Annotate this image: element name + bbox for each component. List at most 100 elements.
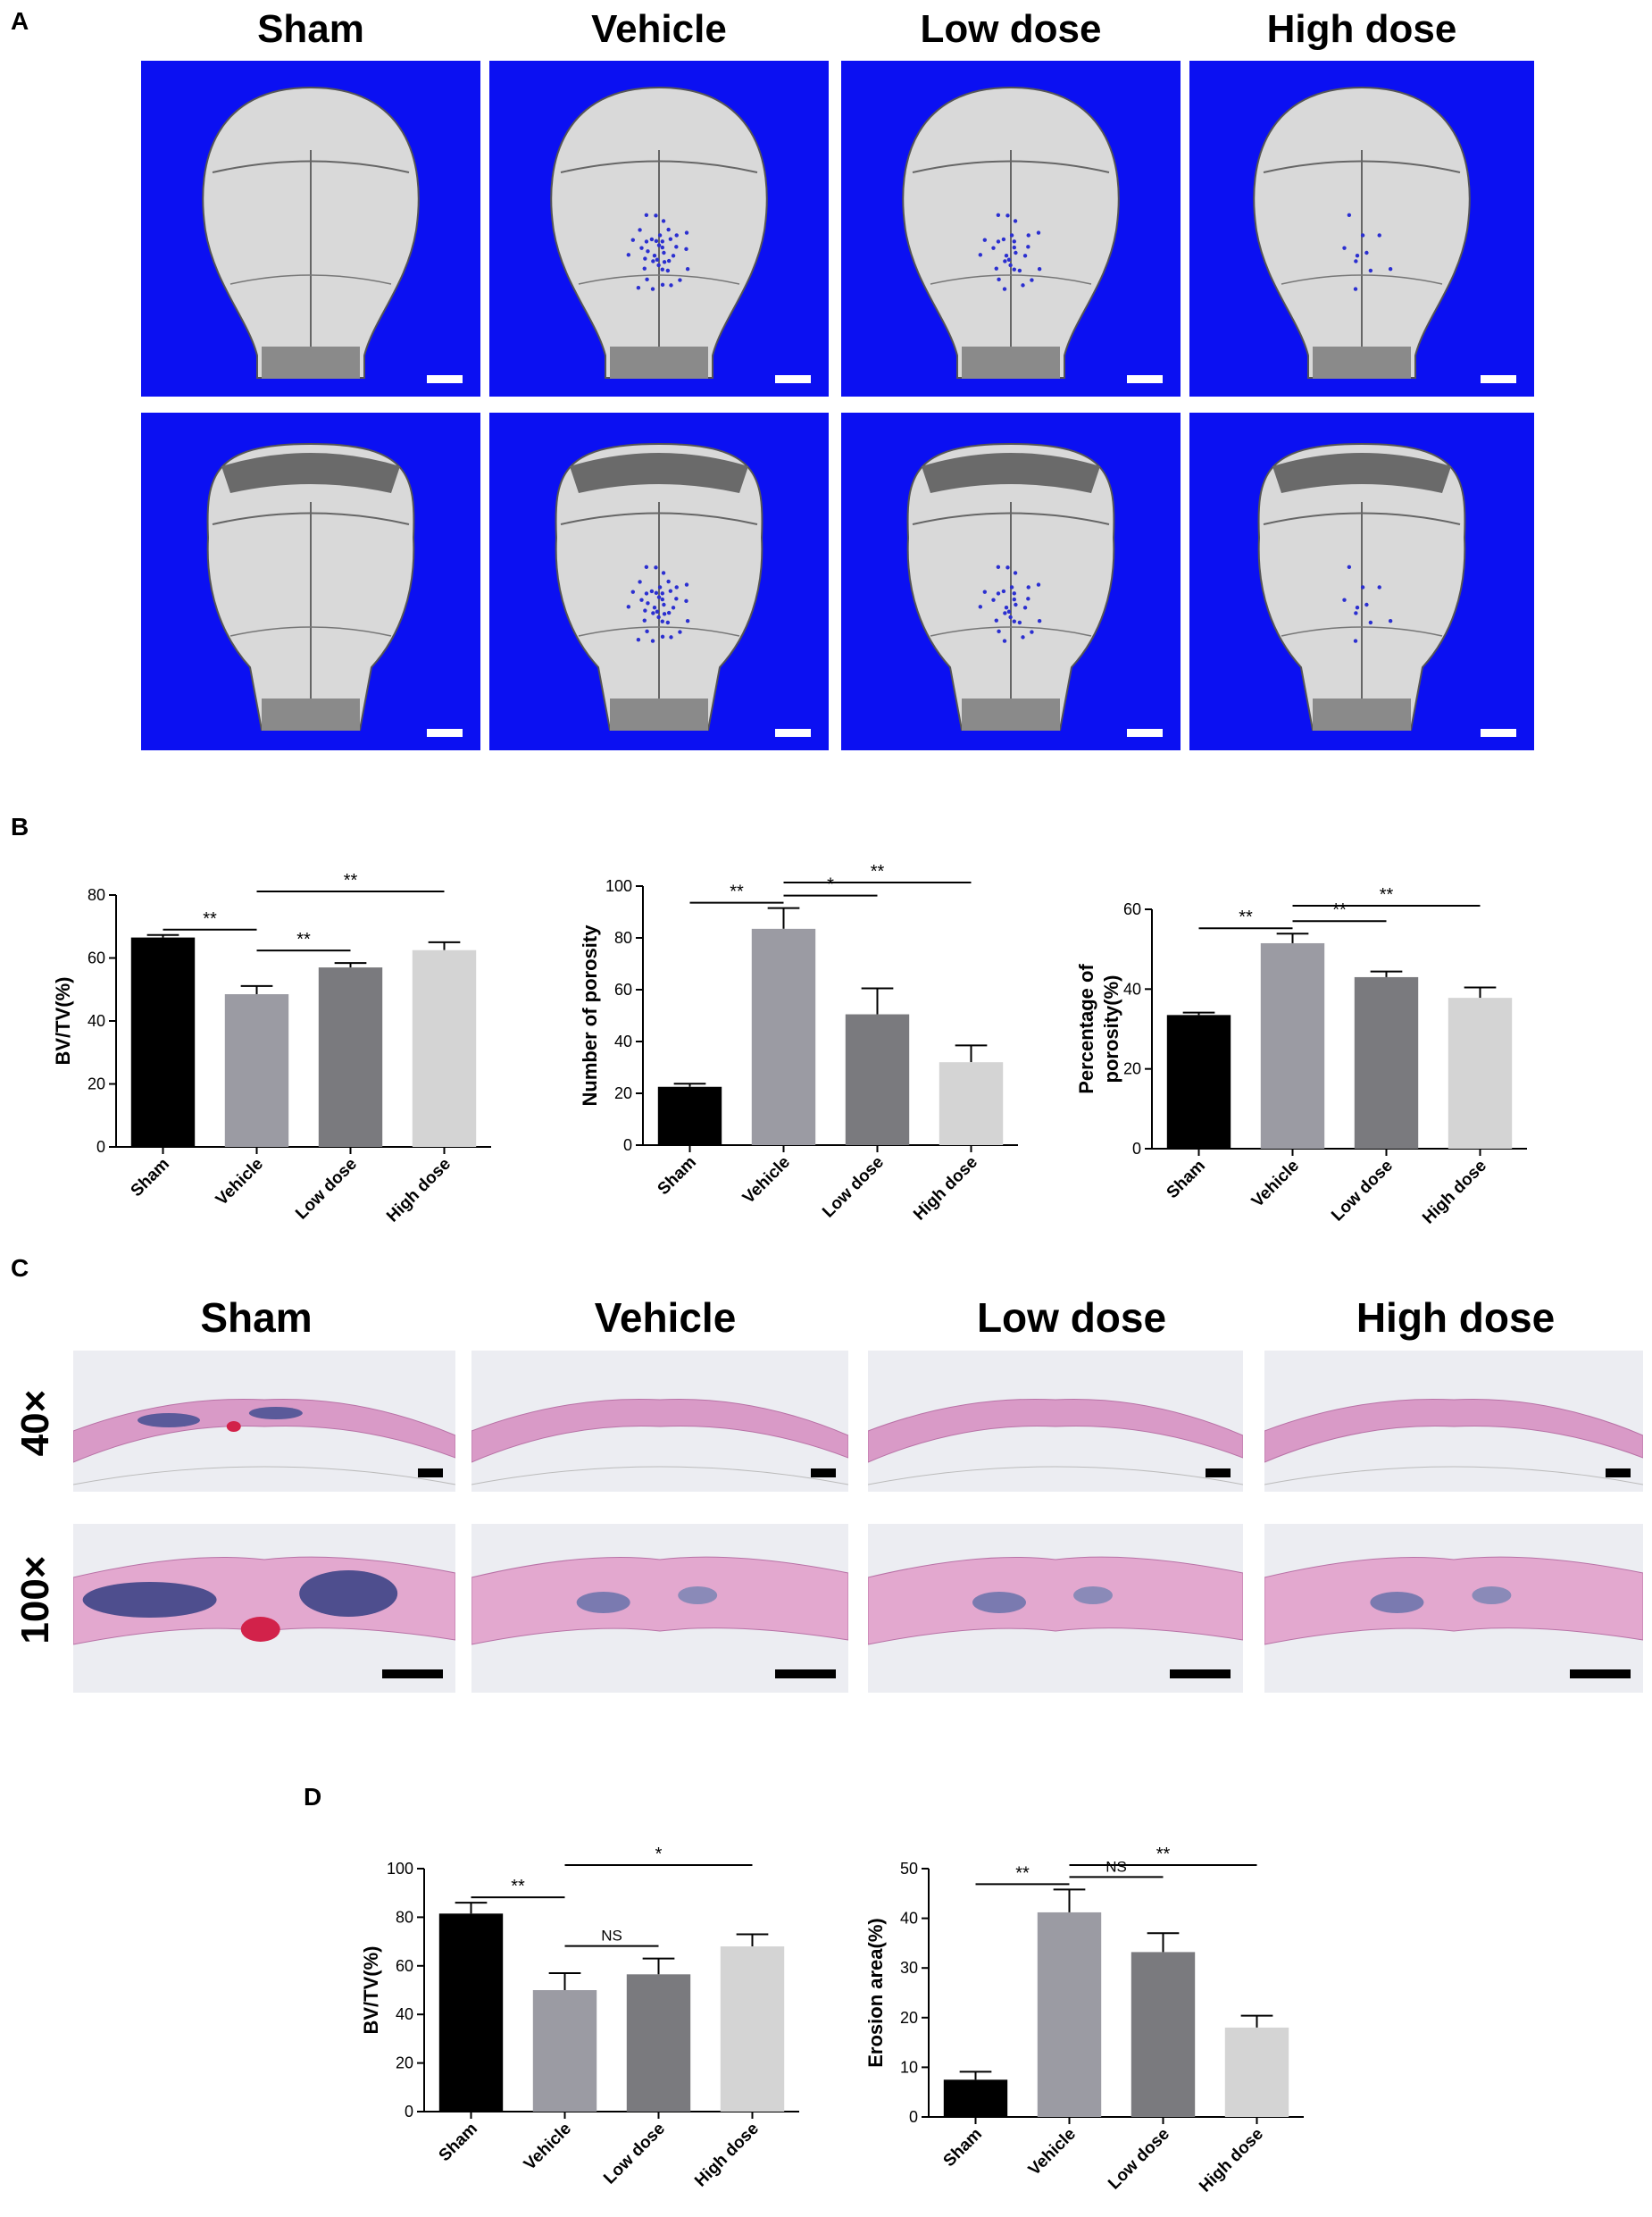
bar-sham: [130, 937, 196, 1147]
bar-high-dose: [720, 1946, 785, 2112]
histology-image-100x-vehicle: [471, 1524, 848, 1693]
micro-ct-image-bottom-high-dose: [1189, 413, 1534, 750]
significance-label: *: [655, 1845, 663, 1864]
y-tick-label: 0: [405, 2103, 413, 2121]
chart-d-bvtv: 0 20 40 60 80 100 BV/TV(%) Sham Vehicle Low dose H…: [360, 1845, 799, 2190]
significance-label: **: [344, 871, 358, 891]
scale-bar: [1170, 1669, 1231, 1678]
x-tick-label: Low dose: [600, 2120, 669, 2188]
x-tick-label: Vehicle: [1025, 2125, 1080, 2179]
y-tick-label: 30: [900, 1959, 918, 1977]
scale-bar: [1127, 375, 1163, 383]
panel-a-title-vehicle: Vehicle: [591, 7, 727, 51]
y-axis-label: Number of porosity: [579, 924, 601, 1107]
panel-label-d: D: [304, 1783, 322, 1811]
y-tick-label: 40: [88, 1012, 105, 1030]
bar-sham: [943, 2079, 1008, 2117]
panel-c-title-low-dose: Low dose: [976, 1294, 1167, 1341]
y-tick-label: 20: [900, 2009, 918, 2027]
significance-label: **: [1239, 908, 1253, 927]
y-axis-label: BV/TV(%): [360, 1946, 382, 2035]
y-tick-label: 20: [88, 1075, 105, 1093]
x-tick-label: Vehicle: [521, 2120, 575, 2174]
scale-bar: [1481, 729, 1516, 737]
y-tick-label: 80: [396, 1908, 413, 1926]
micro-ct-image-top-sham: [141, 61, 480, 397]
panel-c-title-sham: Sham: [200, 1294, 313, 1341]
chart-d-erosion-area: 0 10 20 30 40 50 Erosion area(%) Sham Vehicle Low…: [864, 1845, 1304, 2196]
significance-label: **: [1332, 900, 1347, 920]
histology-image-40x-high-dose: [1264, 1351, 1643, 1492]
y-tick-label: 0: [623, 1136, 632, 1154]
scale-bar: [1206, 1468, 1231, 1477]
scale-bar: [427, 729, 463, 737]
x-tick-label: Vehicle: [213, 1155, 267, 1209]
y-tick-label: 40: [900, 1910, 918, 1928]
panel-label-a: A: [11, 7, 29, 35]
magnification-label-40x: 40×: [13, 1389, 57, 1457]
histology-image-100x-high-dose: [1264, 1524, 1643, 1693]
bar-sham: [1166, 1015, 1231, 1149]
significance-label: **: [296, 930, 311, 950]
micro-ct-image-bottom-low-dose: [841, 413, 1181, 750]
bar-sham: [438, 1913, 504, 2112]
significance-label: **: [730, 883, 744, 902]
x-tick-label: Low dose: [292, 1155, 361, 1224]
bar-vehicle: [751, 928, 816, 1145]
micro-ct-image-top-vehicle: [489, 61, 829, 397]
y-tick-label: 0: [96, 1138, 105, 1156]
x-tick-label: Sham: [1164, 1157, 1209, 1202]
y-axis-label: Percentage of porosity(%): [1075, 964, 1122, 1094]
y-tick-label: 60: [1123, 900, 1141, 918]
scale-bar: [382, 1669, 443, 1678]
bar-low-dose: [845, 1014, 910, 1145]
bar-vehicle: [532, 1990, 597, 2112]
x-tick-label: Low dose: [1105, 2125, 1173, 2194]
x-tick-label: Sham: [128, 1155, 173, 1201]
significance-label: **: [203, 909, 217, 929]
x-tick-label: Sham: [436, 2120, 481, 2165]
scale-bar: [1606, 1468, 1631, 1477]
bar-low-dose: [1131, 1952, 1196, 2117]
panel-c-title-vehicle: Vehicle: [594, 1294, 737, 1341]
bar-vehicle: [1260, 942, 1325, 1149]
y-tick-label: 10: [900, 2058, 918, 2076]
x-tick-label: High dose: [1419, 1157, 1490, 1228]
micro-ct-image-top-high-dose: [1189, 61, 1534, 397]
bar-high-dose: [412, 950, 477, 1147]
x-tick-label: Vehicle: [1248, 1157, 1303, 1211]
scale-bar: [775, 1669, 836, 1678]
scale-bar: [1570, 1669, 1631, 1678]
y-tick-label: 60: [396, 1957, 413, 1975]
micro-ct-image-top-low-dose: [841, 61, 1181, 397]
bar-vehicle: [1037, 1912, 1102, 2117]
scale-bar: [775, 729, 811, 737]
bar-low-dose: [318, 967, 383, 1147]
y-tick-label: 40: [614, 1033, 632, 1050]
chart-b-number-of-porosity: 0 20 40 60 80 100 Number of porosity Sham Vehicl…: [579, 862, 1018, 1224]
significance-label: **: [1015, 1863, 1030, 1883]
micro-ct-image-bottom-vehicle: [489, 413, 829, 750]
scale-bar: [1127, 729, 1163, 737]
bar-low-dose: [626, 1974, 691, 2112]
x-tick-label: High dose: [1196, 2125, 1267, 2196]
y-tick-label: 20: [396, 2054, 413, 2072]
bar-high-dose: [939, 1062, 1004, 1145]
magnification-label-100x: 100×: [13, 1555, 57, 1644]
y-tick-label: 60: [614, 981, 632, 999]
scale-bar: [811, 1468, 836, 1477]
y-tick-label: 60: [88, 950, 105, 967]
y-tick-label: 100: [387, 1860, 413, 1878]
x-tick-label: Low dose: [1328, 1157, 1397, 1226]
histology-image-40x-sham: [73, 1351, 455, 1492]
y-tick-label: 40: [1123, 980, 1141, 998]
y-tick-label: 0: [909, 2108, 918, 2126]
panel-label-b: B: [11, 813, 29, 841]
bar-sham: [657, 1086, 722, 1145]
significance-label: *: [827, 875, 834, 895]
y-tick-label: 50: [900, 1860, 918, 1878]
scale-bar: [418, 1468, 443, 1477]
y-axis-label: BV/TV(%): [52, 977, 74, 1066]
significance-label: NS: [601, 1928, 622, 1945]
y-tick-label: 80: [614, 929, 632, 947]
